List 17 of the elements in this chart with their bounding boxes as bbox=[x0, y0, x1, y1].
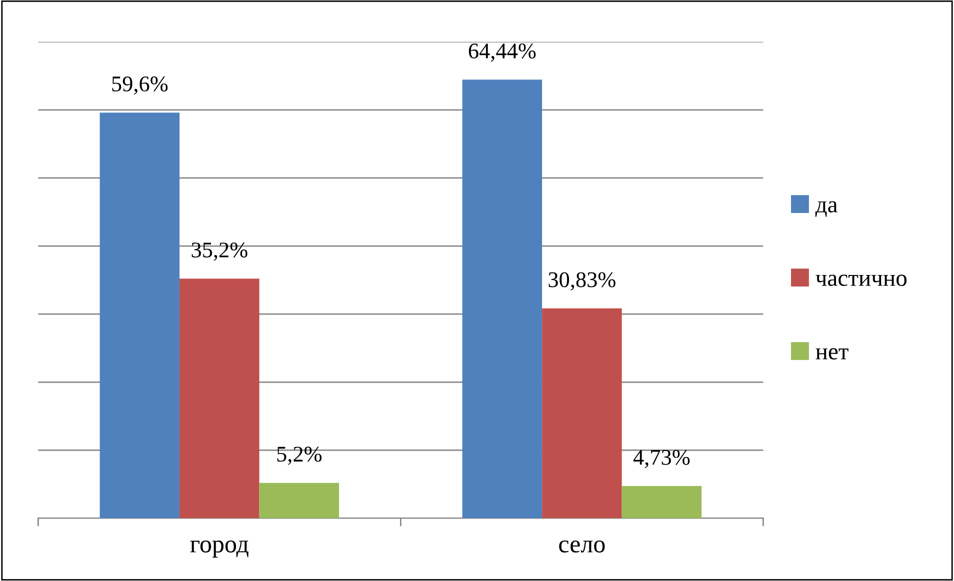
bar bbox=[100, 112, 180, 518]
bar bbox=[542, 308, 622, 518]
bar bbox=[622, 486, 702, 518]
data-label: 59,6% bbox=[112, 76, 168, 95]
legend-label: нет bbox=[816, 348, 848, 360]
x-tick-label: город bbox=[190, 540, 248, 558]
legend-label: частично bbox=[816, 274, 907, 286]
bar bbox=[462, 80, 542, 518]
data-label: 5,2% bbox=[277, 446, 322, 465]
x-tick-label: село bbox=[559, 540, 605, 553]
data-label: 64,44% bbox=[468, 43, 536, 62]
data-label: 30,83% bbox=[548, 272, 616, 290]
legend-label: да bbox=[815, 201, 838, 217]
bar bbox=[259, 482, 340, 518]
data-label: 4,73% bbox=[633, 450, 690, 468]
data-label: 35,2% bbox=[192, 242, 248, 261]
bar bbox=[180, 278, 260, 518]
